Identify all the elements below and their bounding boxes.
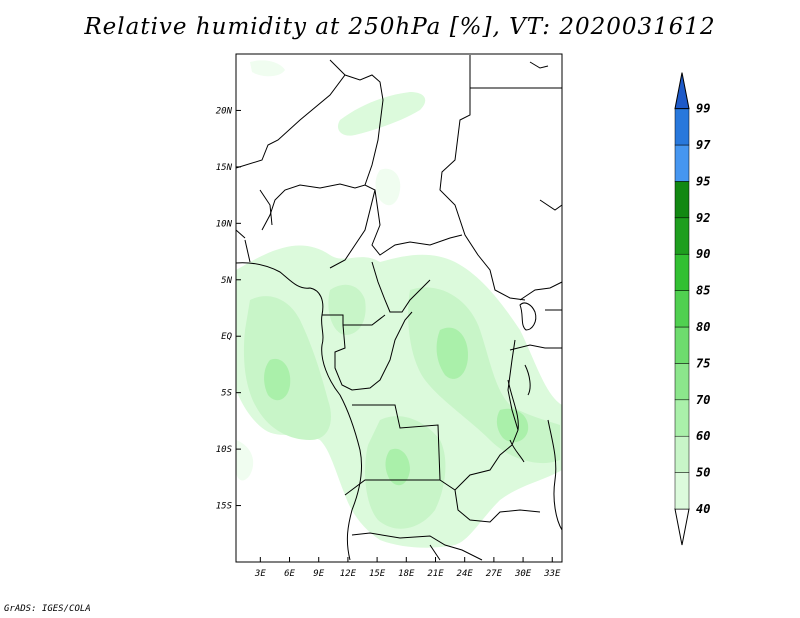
lat-tick-label: EQ — [221, 332, 232, 342]
lon-tick-label: 30E — [514, 569, 532, 579]
map-frame — [235, 53, 563, 563]
colorbar-swatch — [674, 435, 690, 473]
colorbar-level-label: 40 — [696, 502, 710, 516]
colorbar-level-label: 80 — [696, 320, 710, 334]
colorbar-level-label: 92 — [696, 211, 710, 225]
lon-tick-label: 12E — [340, 569, 357, 579]
colorbar-level-label: 85 — [696, 284, 710, 298]
lon-tick-label: 15E — [369, 569, 386, 579]
colorbar-level-label: 90 — [696, 247, 710, 261]
colorbar-under-triangle — [674, 508, 690, 546]
colorbar-level-label: 99 — [696, 102, 710, 116]
lat-tick-label: 5N — [221, 276, 232, 286]
colorbar-swatch — [674, 472, 690, 510]
colorbar-swatch — [674, 181, 690, 219]
colorbar-swatch — [674, 399, 690, 437]
colorbar-swatch — [674, 144, 690, 182]
grads-credit: GrADS: IGES/COLA — [4, 604, 91, 614]
lat-tick-label: 15N — [216, 163, 233, 173]
lat-tick-label: 20N — [216, 106, 233, 116]
colorbar-swatch — [674, 253, 690, 291]
lat-tick-label: 15S — [216, 502, 233, 512]
colorbar-level-label: 60 — [696, 429, 710, 443]
colorbar-swatch — [674, 363, 690, 401]
lon-tick-label: 21E — [427, 569, 444, 579]
map-title: Relative humidity at 250hPa [%], VT: 202… — [84, 14, 716, 40]
lon-tick-label: 24E — [457, 569, 474, 579]
colorbar: 40 50 60 70 75 80 85 90 92 95 97 99 — [674, 72, 711, 546]
lat-tick-label: 10S — [216, 445, 233, 455]
lat-tick-label: 10N — [216, 219, 233, 229]
lon-tick-label: 6E — [284, 569, 295, 579]
colorbar-level-label: 97 — [696, 138, 711, 152]
colorbar-level-label: 70 — [696, 393, 710, 407]
colorbar-over-triangle — [674, 72, 690, 110]
lon-tick-label: 27E — [486, 569, 503, 579]
colorbar-level-label: 50 — [696, 466, 710, 480]
colorbar-level-label: 75 — [696, 356, 710, 370]
lon-tick-label: 33E — [543, 569, 561, 579]
colorbar-swatch — [674, 290, 690, 328]
lat-tick-label: 5S — [221, 389, 232, 399]
lon-tick-label: 18E — [398, 569, 415, 579]
latitude-axis: 20N 15N 10N 5N EQ 5S 10S 15S — [216, 106, 241, 512]
country-borders — [235, 55, 563, 561]
colorbar-level-label: 95 — [696, 174, 710, 188]
longitude-axis: 3E 6E 9E 12E 15E 18E 21E 24E 27E 30E 33E — [254, 557, 561, 579]
colorbar-swatch — [674, 108, 690, 146]
colorbar-swatch — [674, 217, 690, 255]
colorbar-swatch — [674, 326, 690, 364]
lon-tick-label: 3E — [254, 569, 266, 579]
lon-tick-label: 9E — [313, 569, 324, 579]
